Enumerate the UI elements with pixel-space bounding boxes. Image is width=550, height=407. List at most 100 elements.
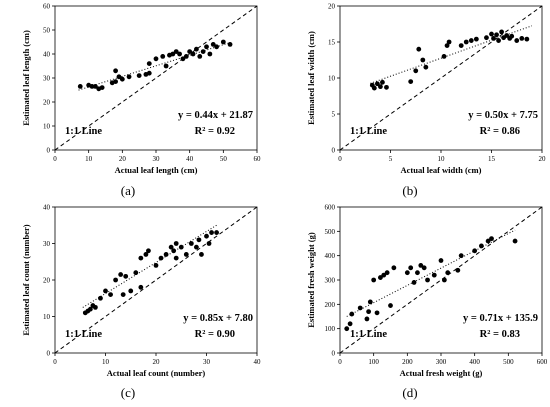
data-point bbox=[512, 238, 518, 244]
x-tick-label: 50 bbox=[220, 155, 228, 163]
y-tick-label: 5 bbox=[332, 111, 336, 119]
identity-line bbox=[54, 5, 258, 151]
data-point bbox=[366, 309, 372, 315]
x-tick-label: 0 bbox=[338, 155, 342, 163]
data-point bbox=[123, 273, 129, 279]
data-point bbox=[153, 263, 159, 268]
trend-line bbox=[78, 42, 231, 91]
x-tick-label: 0 bbox=[338, 358, 342, 366]
data-point bbox=[514, 38, 520, 43]
data-point bbox=[113, 68, 118, 74]
data-point bbox=[391, 265, 397, 271]
x-tick-label: 0 bbox=[53, 358, 57, 366]
y-tick-label: 200 bbox=[325, 301, 336, 309]
data-point bbox=[381, 272, 387, 278]
data-point bbox=[411, 280, 417, 285]
panel-label-c: (c) bbox=[120, 385, 136, 400]
data-point bbox=[496, 38, 501, 43]
chart-c: 0 10 20 30 40 0 10 20 30 40 Actual leaf count (num… bbox=[21, 204, 261, 379]
data-point bbox=[445, 270, 451, 276]
y-tick-label: 10 bbox=[43, 313, 51, 321]
data-point bbox=[214, 230, 220, 235]
y-tick-label: 300 bbox=[325, 277, 336, 285]
identity-line-label: 1:1 Line bbox=[350, 126, 387, 137]
y-axis-label: Estimated leaf count (number) bbox=[21, 224, 31, 335]
data-point bbox=[384, 84, 389, 90]
x-tick-label: 10 bbox=[438, 155, 446, 163]
data-point bbox=[207, 51, 213, 57]
x-tick-label: 20 bbox=[539, 155, 547, 163]
data-point bbox=[204, 44, 209, 50]
data-point bbox=[118, 272, 124, 277]
data-point bbox=[388, 303, 393, 308]
data-point bbox=[199, 252, 204, 257]
data-point bbox=[177, 51, 182, 57]
data-point bbox=[188, 241, 194, 246]
panel-label-a: (a) bbox=[120, 183, 136, 198]
data-point bbox=[420, 57, 426, 63]
regression-equation: y = 0.71x + 135.9 bbox=[463, 313, 538, 324]
data-point bbox=[197, 54, 203, 59]
data-point bbox=[408, 265, 414, 271]
y-tick-label: 600 bbox=[325, 204, 336, 212]
data-point bbox=[485, 238, 491, 244]
data-point bbox=[173, 255, 179, 261]
data-point bbox=[163, 252, 169, 257]
x-tick-label: 200 bbox=[402, 358, 413, 366]
data-point bbox=[98, 295, 103, 301]
chart-d: 0 100 200 300 400 500 600 0 100 200 300 400 500 600 Ac… bbox=[306, 204, 548, 379]
x-tick-label: 5 bbox=[389, 155, 393, 163]
x-tick-label: 500 bbox=[503, 358, 514, 366]
x-tick-label: 20 bbox=[119, 155, 127, 163]
data-point bbox=[153, 56, 159, 62]
data-point bbox=[146, 248, 151, 254]
y-tick-label: 50 bbox=[43, 27, 51, 35]
x-tick-label: 0 bbox=[53, 155, 57, 163]
data-point bbox=[384, 270, 390, 276]
data-point bbox=[349, 311, 355, 317]
data-point bbox=[168, 244, 174, 250]
x-tick-label: 600 bbox=[537, 358, 548, 366]
data-point bbox=[171, 248, 177, 254]
data-point bbox=[209, 230, 214, 235]
y-tick-label: 60 bbox=[43, 3, 51, 11]
y-tick-label: 30 bbox=[43, 75, 51, 83]
data-point bbox=[441, 54, 447, 59]
data-point bbox=[173, 49, 179, 54]
x-tick-label: 60 bbox=[254, 155, 262, 163]
y-axis-label: Estimated leaf width (cm) bbox=[306, 31, 316, 125]
x-tick-label: 300 bbox=[436, 358, 447, 366]
data-point bbox=[173, 241, 179, 246]
data-point bbox=[227, 42, 233, 47]
y-tick-label: 10 bbox=[328, 75, 336, 83]
data-point bbox=[418, 263, 424, 268]
data-point bbox=[491, 36, 496, 41]
data-point bbox=[463, 39, 469, 45]
data-point bbox=[178, 244, 184, 250]
data-point bbox=[158, 255, 164, 261]
x-tick-label: 40 bbox=[254, 358, 262, 366]
data-point bbox=[204, 233, 209, 239]
data-point bbox=[413, 68, 419, 74]
data-point bbox=[489, 236, 494, 242]
data-point bbox=[425, 277, 430, 283]
data-point bbox=[220, 39, 226, 45]
data-point bbox=[378, 275, 383, 280]
data-point bbox=[170, 51, 176, 57]
identity-line-label: 1:1 Line bbox=[65, 126, 102, 137]
data-point bbox=[364, 316, 370, 322]
y-axis-label: Estimated fresh weight (g) bbox=[306, 232, 316, 328]
data-point bbox=[194, 244, 199, 250]
x-axis-label: Actual leaf count (number) bbox=[107, 368, 206, 378]
y-tick-label: 20 bbox=[43, 99, 51, 107]
data-point bbox=[484, 35, 489, 41]
data-point bbox=[344, 326, 350, 332]
x-axis-label: Actual leaf width (cm) bbox=[401, 165, 482, 175]
data-point bbox=[126, 74, 132, 80]
x-tick-label: 20 bbox=[153, 358, 161, 366]
r-squared: R² = 0.86 bbox=[480, 126, 520, 137]
data-point bbox=[113, 79, 118, 84]
data-point bbox=[180, 56, 186, 62]
x-tick-label: 15 bbox=[488, 155, 496, 163]
